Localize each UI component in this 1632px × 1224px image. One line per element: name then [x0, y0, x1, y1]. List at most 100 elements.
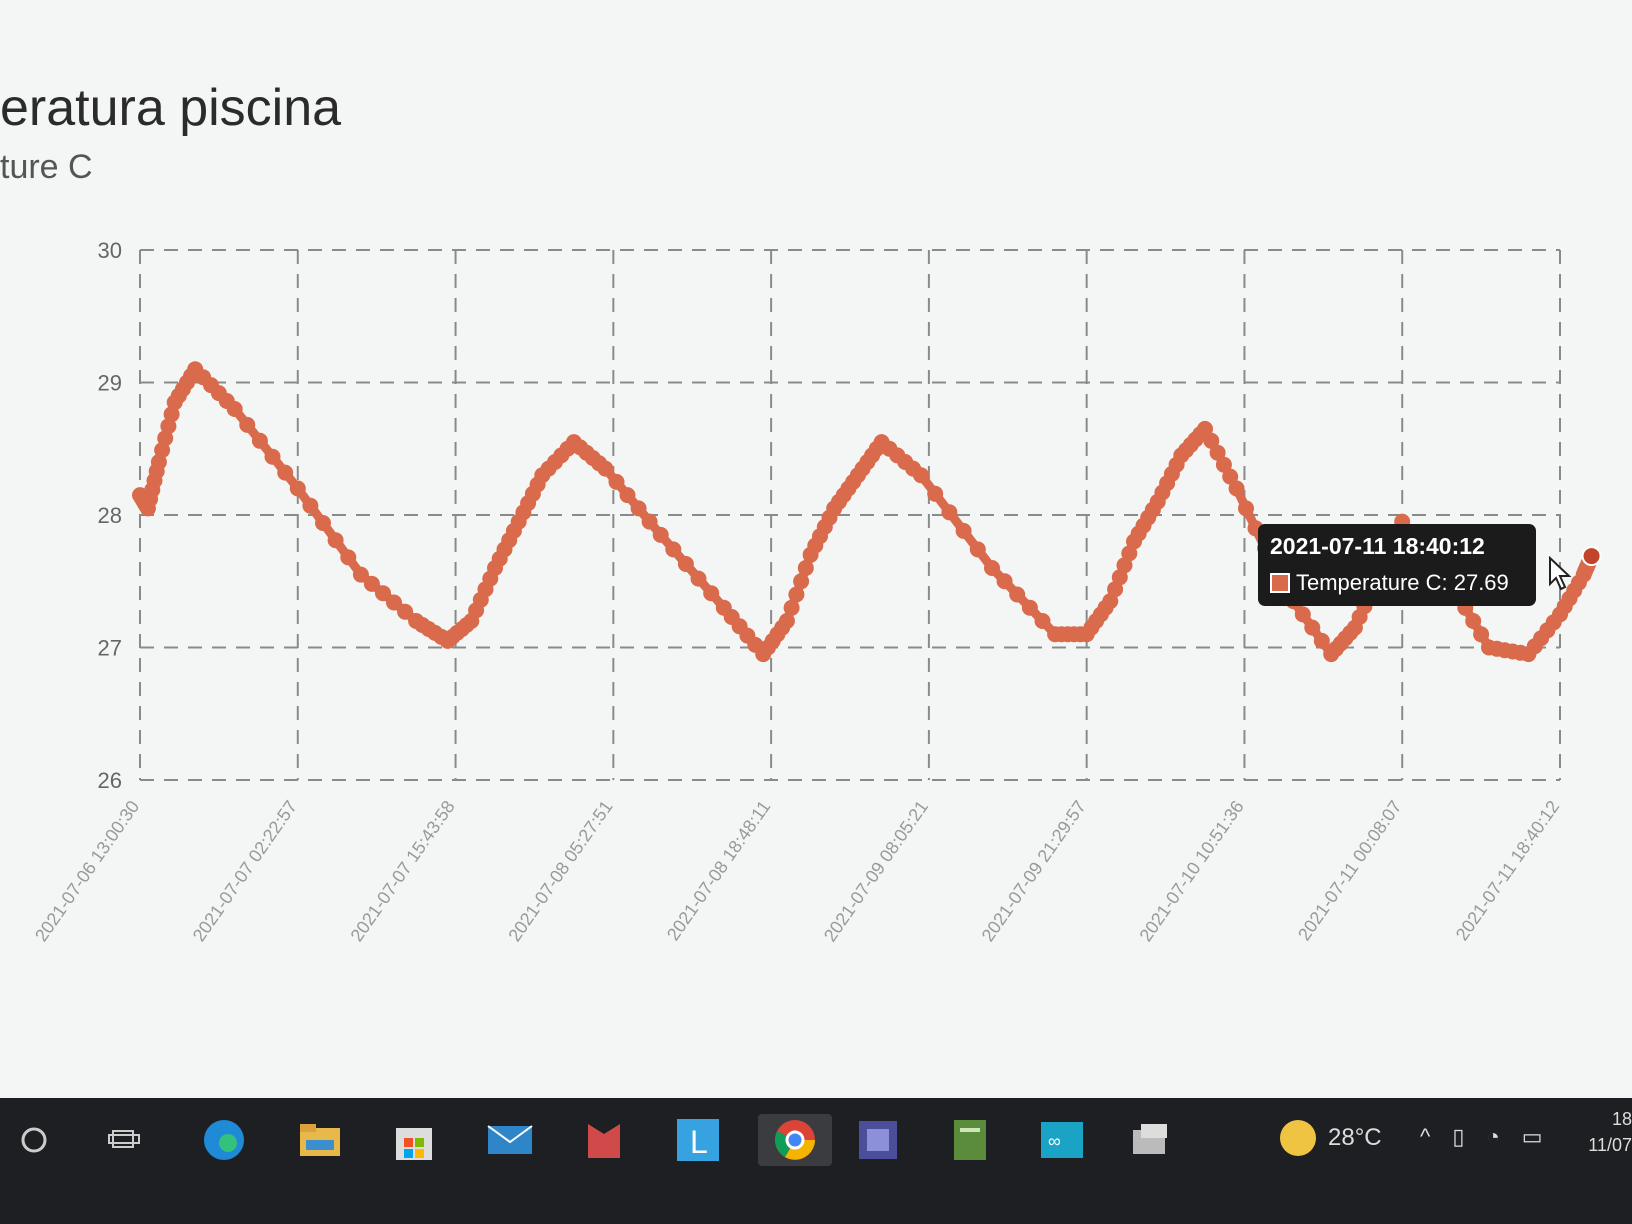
- data-point[interactable]: [778, 613, 795, 629]
- x-tick-label: 2021-07-11 00:08:07: [1294, 797, 1405, 944]
- weather-widget[interactable]: 28°C: [1280, 1120, 1382, 1156]
- tooltip-swatch: [1270, 573, 1290, 593]
- data-point[interactable]: [302, 497, 319, 514]
- data-point[interactable]: [289, 480, 306, 497]
- data-point[interactable]: [665, 541, 682, 558]
- x-tick-label: 2021-07-09 21:29:57: [978, 797, 1090, 945]
- x-tick-label: 2021-07-11 18:40:12: [1452, 797, 1563, 944]
- chart-grid: [139, 249, 1561, 781]
- x-tick-label: 2021-07-07 15:43:58: [347, 797, 459, 945]
- data-point-active[interactable]: [1581, 546, 1602, 567]
- device-icon[interactable]: ▯: [1452, 1124, 1465, 1149]
- data-point[interactable]: [1222, 468, 1239, 485]
- clock-date: 11/07: [1588, 1135, 1632, 1155]
- data-point[interactable]: [1203, 432, 1220, 449]
- data-point[interactable]: [386, 594, 402, 611]
- data-point[interactable]: [1009, 586, 1026, 603]
- data-point[interactable]: [1021, 599, 1038, 616]
- svg-text:L: L: [690, 1124, 708, 1160]
- task-view-icon[interactable]: [98, 1114, 150, 1166]
- tooltip-title: 2021-07-11 18:40:12: [1270, 533, 1485, 559]
- data-point[interactable]: [652, 526, 669, 543]
- data-point[interactable]: [1473, 626, 1490, 643]
- app-box-icon[interactable]: [1124, 1114, 1176, 1166]
- tooltip-row: Temperature C: 27.69: [1270, 570, 1524, 596]
- data-point[interactable]: [375, 585, 391, 602]
- x-tick-label: 2021-07-09 08:05:21: [820, 797, 932, 945]
- data-point[interactable]: [1034, 613, 1051, 629]
- x-tick-label: 2021-07-10 10:51:36: [1135, 797, 1247, 945]
- data-point[interactable]: [226, 401, 243, 417]
- data-point[interactable]: [619, 487, 636, 504]
- svg-text:∞: ∞: [1048, 1131, 1061, 1151]
- data-point[interactable]: [608, 473, 625, 490]
- data-point[interactable]: [1294, 606, 1311, 623]
- data-point[interactable]: [788, 586, 805, 603]
- data-point[interactable]: [1209, 444, 1226, 461]
- data-point[interactable]: [641, 513, 658, 530]
- y-tick-label: 27: [98, 636, 122, 661]
- data-point[interactable]: [239, 416, 256, 433]
- data-point[interactable]: [996, 573, 1013, 590]
- app-document-icon[interactable]: [944, 1114, 996, 1166]
- series-points: [132, 361, 1602, 663]
- x-tick-label: 2021-07-06 13:00:30: [31, 797, 143, 945]
- data-point[interactable]: [1313, 632, 1330, 649]
- x-tick-label: 2021-07-08 05:27:51: [504, 797, 616, 945]
- edge-browser-icon[interactable]: [198, 1114, 250, 1166]
- data-point[interactable]: [1238, 500, 1254, 517]
- data-point[interactable]: [797, 560, 814, 576]
- data-point[interactable]: [793, 573, 810, 590]
- data-point[interactable]: [1465, 613, 1482, 629]
- data-point[interactable]: [597, 460, 614, 477]
- chevron-up-icon[interactable]: ^: [1420, 1124, 1431, 1149]
- data-point[interactable]: [277, 464, 294, 481]
- wifi-icon[interactable]: ◔: [1486, 1124, 1500, 1149]
- app-chip-icon[interactable]: [852, 1114, 904, 1166]
- data-point[interactable]: [1228, 480, 1245, 497]
- data-point[interactable]: [1215, 456, 1232, 473]
- data-point[interactable]: [984, 560, 1000, 576]
- clock[interactable]: 18 11/07: [1576, 1106, 1632, 1158]
- data-point[interactable]: [941, 504, 958, 521]
- chart-subtitle: ture C: [0, 148, 93, 186]
- taskbar: L ∞ 28°C ^ ▯ ◔ ▭ 18 11/07: [0, 1098, 1632, 1224]
- y-tick-label: 29: [98, 371, 122, 396]
- data-point[interactable]: [327, 532, 344, 549]
- app-arduino-icon[interactable]: ∞: [1036, 1114, 1088, 1166]
- data-point[interactable]: [251, 432, 268, 449]
- data-point[interactable]: [340, 549, 357, 566]
- data-point[interactable]: [783, 599, 800, 616]
- data-point[interactable]: [955, 522, 972, 539]
- cortana-icon[interactable]: [8, 1114, 60, 1166]
- tooltip-label: Temperature C: 27.69: [1296, 570, 1509, 595]
- system-tray: ^ ▯ ◔ ▭: [1420, 1124, 1543, 1150]
- app-l-icon[interactable]: L: [672, 1114, 724, 1166]
- data-point[interactable]: [264, 448, 281, 465]
- data-point[interactable]: [927, 485, 944, 502]
- y-tick-label: 26: [98, 768, 122, 793]
- clock-time: 18: [1611, 1109, 1632, 1129]
- data-point[interactable]: [703, 585, 720, 602]
- data-point[interactable]: [397, 603, 414, 620]
- chrome-browser-icon[interactable]: [758, 1114, 832, 1166]
- app-shield-icon[interactable]: [578, 1114, 630, 1166]
- data-point[interactable]: [1111, 569, 1128, 586]
- file-explorer-icon[interactable]: [294, 1114, 346, 1166]
- data-point[interactable]: [913, 467, 929, 484]
- weather-temperature: 28°C: [1328, 1124, 1382, 1151]
- microsoft-store-icon[interactable]: [388, 1114, 440, 1166]
- data-point[interactable]: [157, 430, 174, 447]
- data-point[interactable]: [1304, 619, 1321, 636]
- mail-icon[interactable]: [484, 1114, 536, 1166]
- x-tick-label: 2021-07-07 02:22:57: [189, 797, 301, 945]
- data-point[interactable]: [630, 500, 647, 517]
- data-point[interactable]: [969, 541, 986, 558]
- battery-icon[interactable]: ▭: [1521, 1124, 1543, 1149]
- data-point[interactable]: [677, 556, 694, 572]
- data-point[interactable]: [352, 566, 369, 583]
- data-point[interactable]: [363, 575, 380, 592]
- data-point[interactable]: [315, 515, 331, 531]
- data-point[interactable]: [690, 570, 707, 587]
- data-point[interactable]: [1197, 420, 1213, 437]
